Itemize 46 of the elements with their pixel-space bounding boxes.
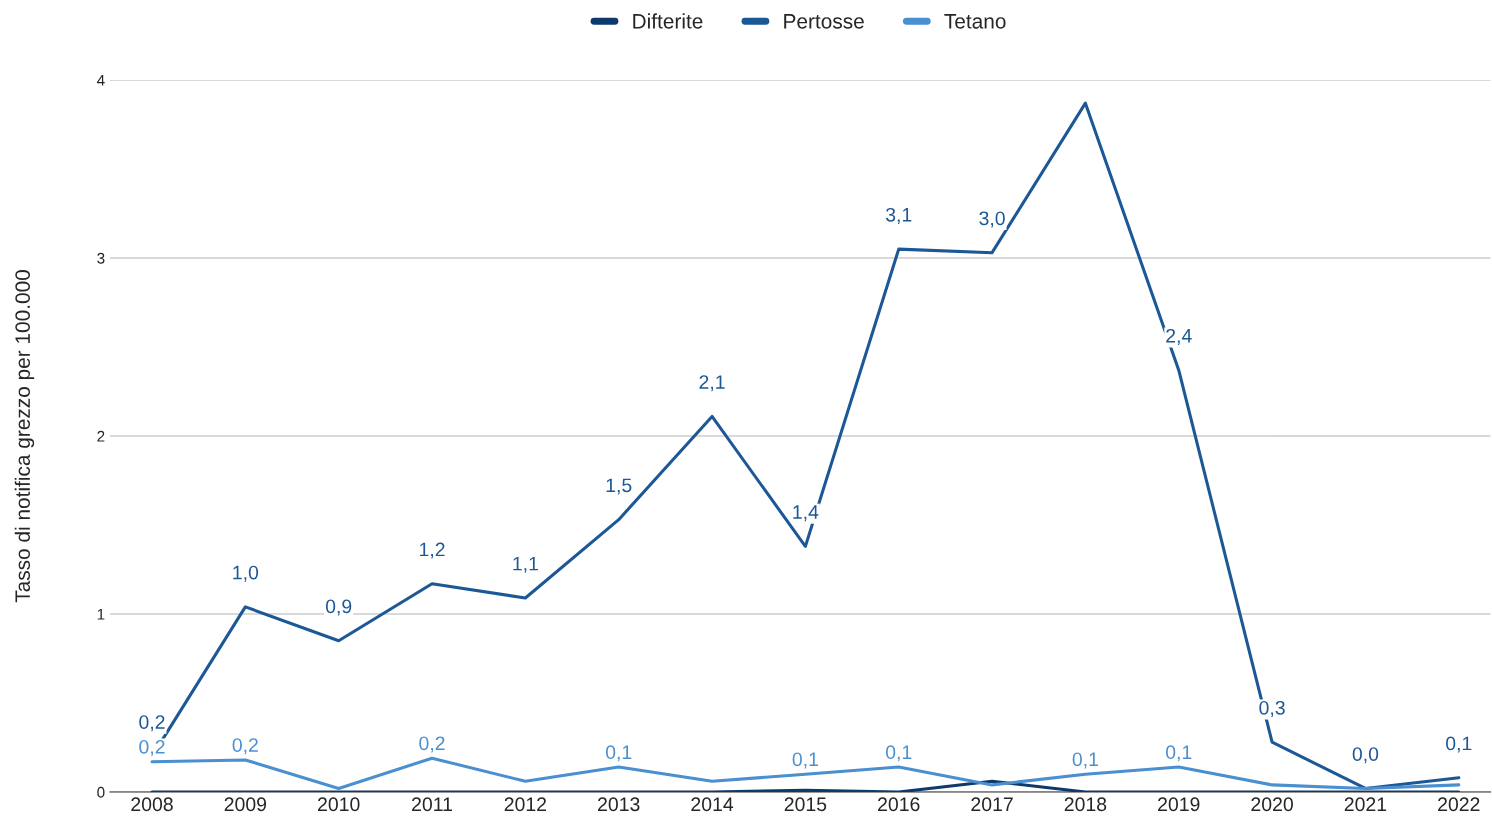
- legend-label: Pertosse: [784, 14, 864, 29]
- x-tick-label: 2021: [1344, 797, 1387, 812]
- data-label: 0,0: [1352, 747, 1379, 764]
- x-tick-label: 2016: [878, 797, 920, 812]
- x-tick-label: 2017: [971, 797, 1013, 812]
- x-tick-label: 2010: [318, 797, 360, 812]
- data-label: 1,2: [419, 542, 445, 559]
- data-label: 1,4: [793, 505, 819, 522]
- data-label: 0,1: [1072, 752, 1098, 769]
- data-label: 0,2: [139, 739, 165, 757]
- data-label: 0,1: [885, 745, 912, 762]
- y-tick-label: 1: [97, 609, 105, 620]
- legend-label: Difterite: [633, 13, 703, 29]
- x-tick-label: 2009: [224, 797, 267, 812]
- data-label: 3,0: [979, 211, 1005, 228]
- data-label: 0,1: [1446, 736, 1472, 753]
- x-tick-label: 2012: [504, 797, 547, 812]
- data-label: 1,5: [606, 478, 632, 495]
- x-tick-label: 2022: [1438, 797, 1480, 812]
- data-label: 1,0: [233, 565, 259, 582]
- data-label: 0,1: [1166, 745, 1192, 762]
- y-tick-label: 2: [97, 430, 105, 442]
- x-tick-label: 2015: [784, 797, 827, 812]
- data-label: 0,3: [1259, 700, 1285, 717]
- x-tick-label: 2020: [1251, 797, 1293, 812]
- y-axis-title: Tasso di notifica grezzo per 100.000: [14, 270, 35, 603]
- x-tick-label: 2011: [412, 797, 452, 812]
- y-tick-label: 4: [96, 75, 105, 86]
- data-label: 0,2: [232, 738, 258, 755]
- x-tick-label: 2014: [691, 797, 734, 812]
- data-label: 2,1: [699, 375, 725, 392]
- x-tick-label: 2008: [131, 797, 173, 812]
- y-tick-label: 3: [97, 252, 105, 264]
- data-label: 0,2: [139, 715, 165, 732]
- data-label: 0,1: [605, 745, 632, 762]
- data-label: 0,1: [792, 752, 818, 769]
- legend-label: Tetano: [944, 14, 1006, 29]
- y-tick-label: 0: [97, 786, 105, 798]
- x-tick-label: 2018: [1064, 797, 1107, 812]
- x-tick-label: 2013: [598, 797, 640, 812]
- data-label: 0,2: [419, 736, 445, 753]
- data-label: 2,4: [1166, 328, 1192, 345]
- data-label: 3,1: [885, 207, 912, 224]
- data-label: 0,9: [325, 599, 352, 616]
- data-label: 1,1: [513, 556, 538, 573]
- x-tick-label: 2019: [1158, 797, 1200, 812]
